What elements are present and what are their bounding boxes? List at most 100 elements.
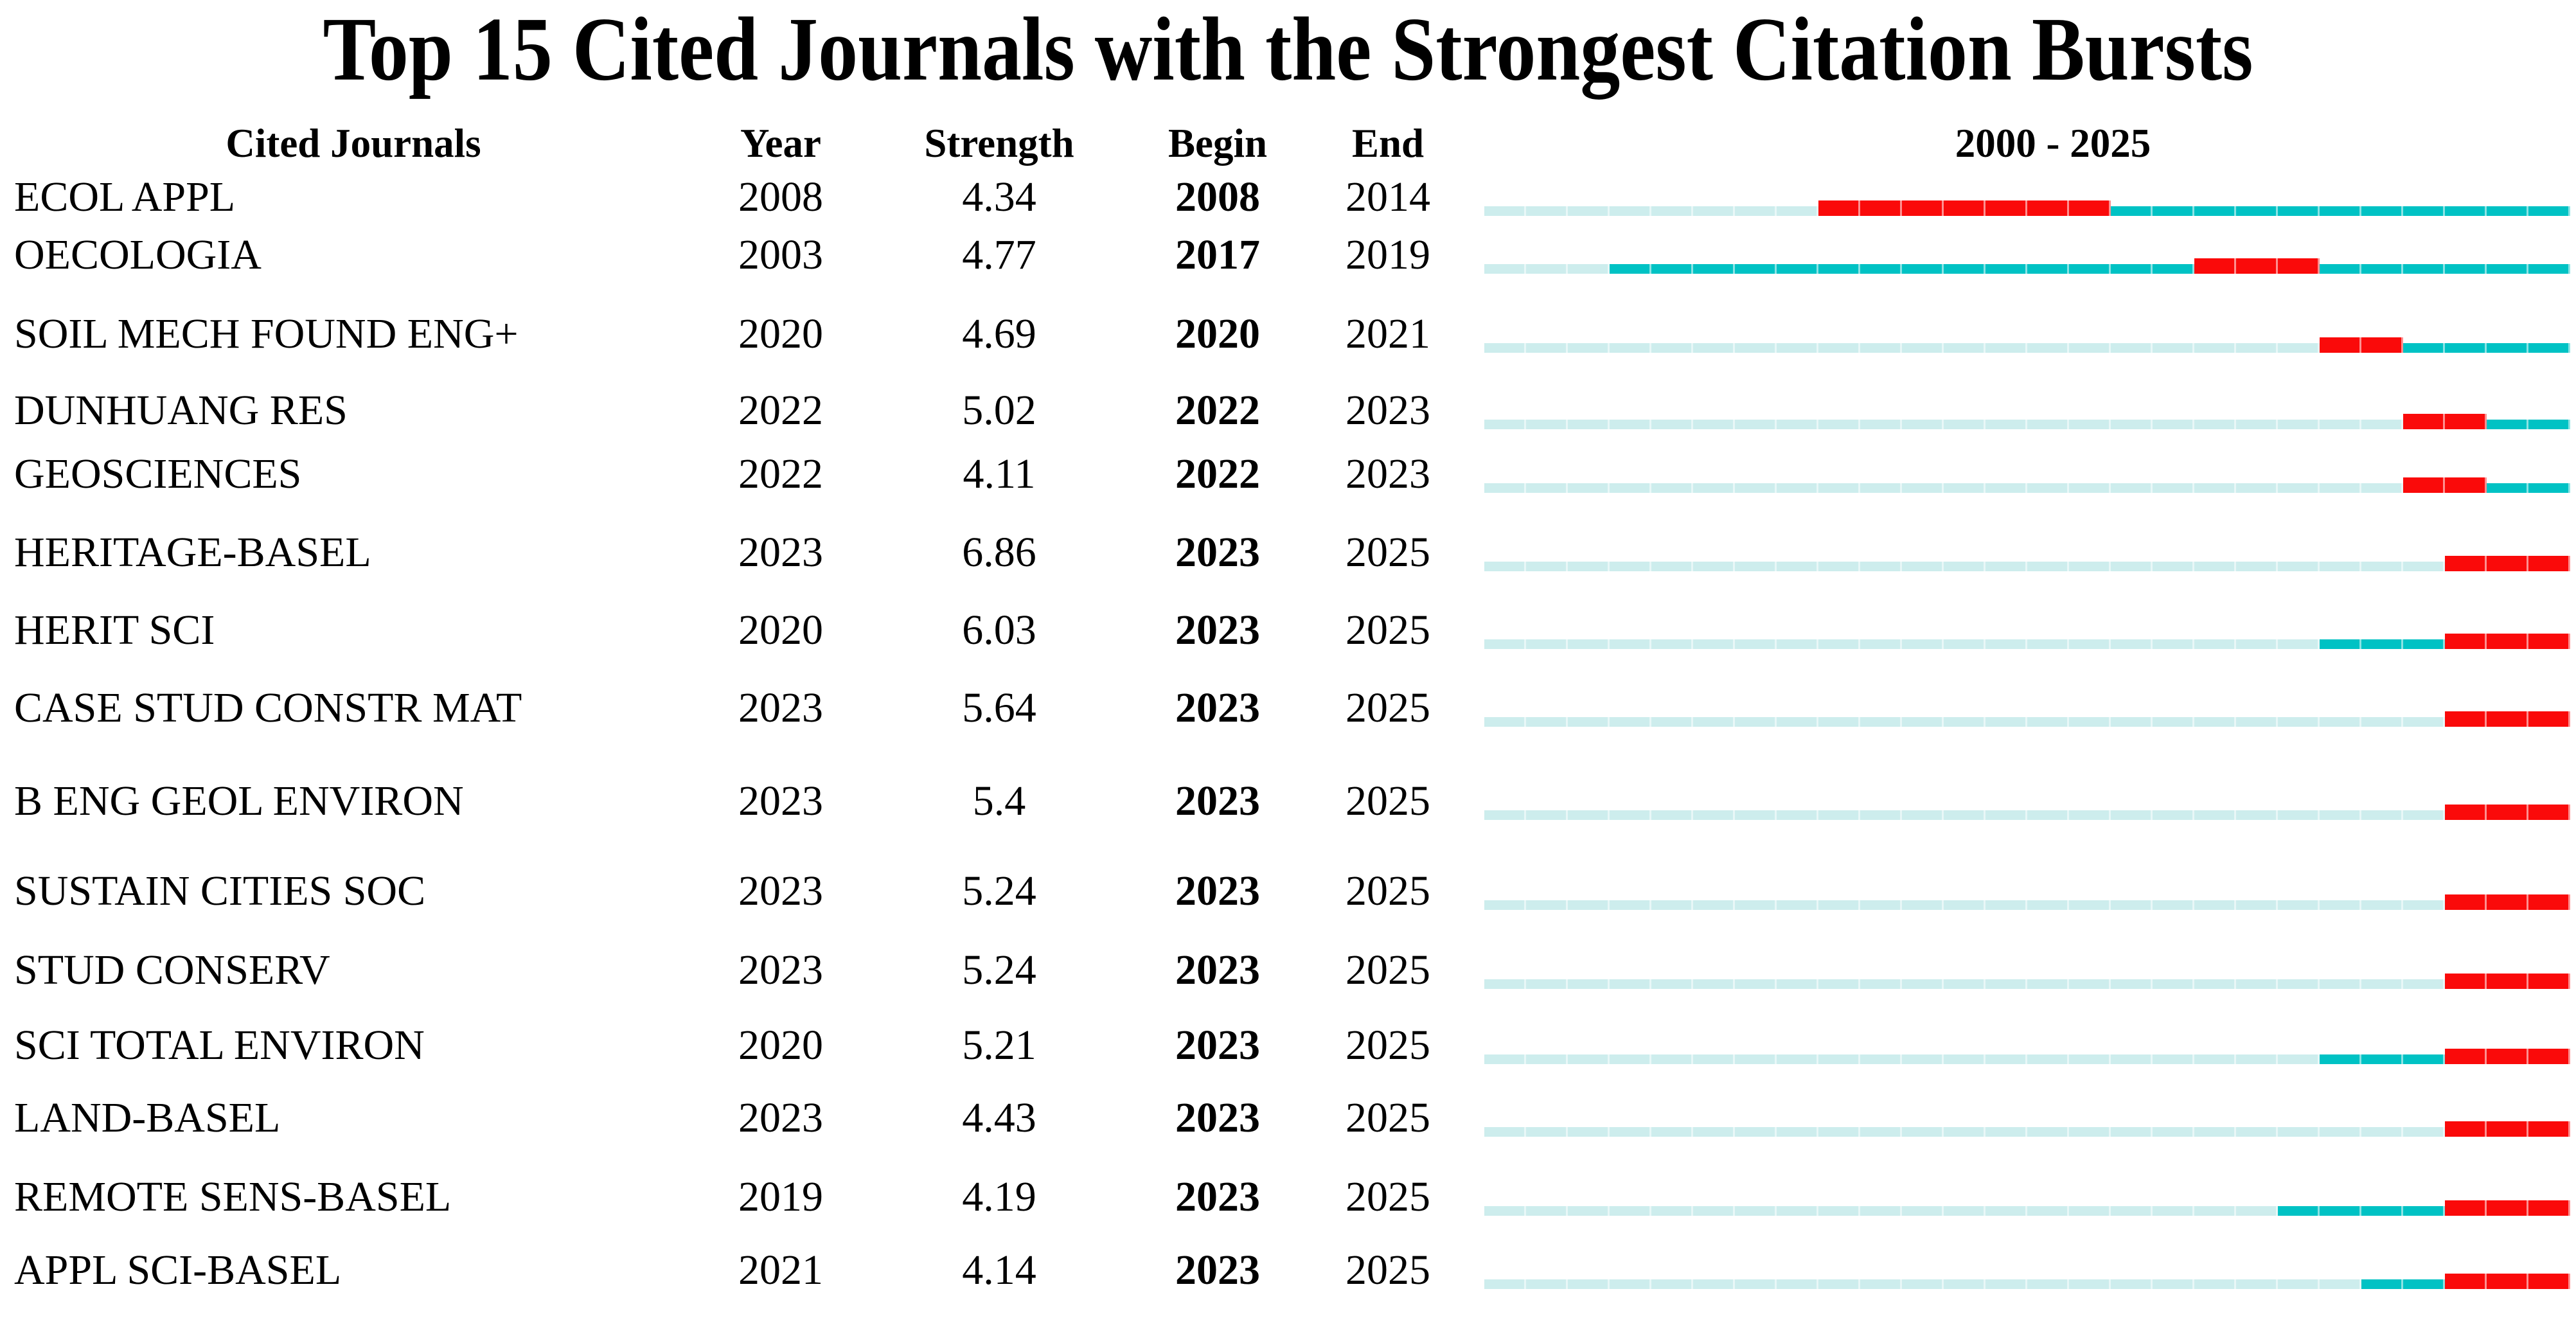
segment-active-before-burst <box>2320 639 2445 649</box>
end-cell: 2025 <box>1346 684 1430 731</box>
timeline-bar <box>1484 337 2570 353</box>
table-row: GEOSCIENCES 2022 4.11 2022 2023 <box>0 436 2576 513</box>
segment-burst <box>2445 1274 2570 1289</box>
timeline-cell <box>1484 700 2570 727</box>
segment-burst <box>1818 200 2111 216</box>
end-cell: 2023 <box>1346 387 1430 434</box>
year-cell: 2008 <box>738 173 823 220</box>
segment-pre-publication <box>1484 1206 2278 1216</box>
end-cell: 2025 <box>1346 529 1430 576</box>
segment-burst <box>2320 337 2403 353</box>
journal-name-cell: APPL SCI-BASEL <box>14 1247 342 1294</box>
timeline-cell <box>1484 1110 2570 1137</box>
strength-cell: 4.11 <box>963 450 1036 497</box>
segment-active-after-burst <box>2487 420 2570 429</box>
column-header-begin: Begin <box>1168 120 1268 166</box>
timeline-cell <box>1484 403 2570 429</box>
table-row: SOIL MECH FOUND ENG+ 2020 4.69 2020 2021 <box>0 296 2576 373</box>
end-cell: 2025 <box>1346 1022 1430 1069</box>
segment-pre-publication <box>1484 483 2403 493</box>
table-row: B ENG GEOL ENVIRON 2023 5.4 2023 2025 <box>0 763 2576 840</box>
segment-pre-publication <box>1484 717 2445 727</box>
segment-active-before-burst <box>2278 1206 2445 1216</box>
timeline-cell <box>1484 884 2570 910</box>
begin-cell: 2020 <box>1175 310 1260 357</box>
year-cell: 2023 <box>738 529 823 576</box>
begin-cell: 2023 <box>1175 607 1260 654</box>
timeline-bar <box>1484 414 2570 429</box>
end-cell: 2025 <box>1346 778 1430 824</box>
segment-pre-publication <box>1484 900 2445 910</box>
timeline-bar <box>1484 634 2570 649</box>
begin-cell: 2023 <box>1175 867 1260 914</box>
table-row: HERIT SCI 2020 6.03 2023 2025 <box>0 592 2576 669</box>
journal-name-cell: LAND-BASEL <box>14 1094 281 1141</box>
year-cell: 2020 <box>738 607 823 654</box>
segment-burst <box>2403 477 2487 493</box>
year-cell: 2020 <box>738 1022 823 1069</box>
begin-cell: 2022 <box>1175 387 1260 434</box>
journal-name-cell: DUNHUANG RES <box>14 387 348 434</box>
timeline-bar <box>1484 805 2570 820</box>
figure-title: Top 15 Cited Journals with the Strongest… <box>0 0 2576 100</box>
strength-cell: 5.24 <box>962 947 1036 993</box>
end-cell: 2023 <box>1346 450 1430 497</box>
begin-cell: 2023 <box>1175 1173 1260 1220</box>
end-cell: 2021 <box>1346 310 1430 357</box>
timeline-bar <box>1484 711 2570 727</box>
timeline-cell <box>1484 623 2570 649</box>
timeline-bar <box>1484 1121 2570 1137</box>
segment-active-before-burst <box>1610 264 2194 274</box>
segment-active-after-burst <box>2320 264 2570 274</box>
column-header-timeline-range: 2000 - 2025 <box>1955 120 2151 166</box>
journal-name-cell: B ENG GEOL ENVIRON <box>14 778 464 824</box>
year-cell: 2023 <box>738 947 823 993</box>
segment-burst <box>2445 974 2570 989</box>
segment-burst <box>2445 556 2570 571</box>
journal-name-cell: STUD CONSERV <box>14 947 330 993</box>
journal-name-cell: SOIL MECH FOUND ENG+ <box>14 310 519 357</box>
timeline-cell <box>1484 545 2570 571</box>
begin-cell: 2008 <box>1175 173 1260 220</box>
timeline-bar <box>1484 894 2570 910</box>
timeline-cell <box>1484 794 2570 820</box>
journal-name-cell: ECOL APPL <box>14 173 236 220</box>
begin-cell: 2023 <box>1175 778 1260 824</box>
end-cell: 2025 <box>1346 867 1430 914</box>
segment-burst <box>2445 1121 2570 1137</box>
timeline-cell <box>1484 326 2570 353</box>
table-row: OECOLOGIA 2003 4.77 2017 2019 <box>0 217 2576 294</box>
segment-pre-publication <box>1484 1127 2445 1137</box>
begin-cell: 2017 <box>1175 231 1260 278</box>
segment-burst <box>2445 1200 2570 1216</box>
segment-active-after-burst <box>2487 483 2570 493</box>
table-row: REMOTE SENS-BASEL 2019 4.19 2023 2025 <box>0 1159 2576 1236</box>
strength-cell: 4.43 <box>962 1094 1036 1141</box>
year-cell: 2023 <box>738 867 823 914</box>
year-cell: 2019 <box>738 1173 823 1220</box>
journal-name-cell: HERITAGE-BASEL <box>14 529 371 576</box>
segment-burst <box>2445 1049 2570 1064</box>
column-header-end: End <box>1351 120 1425 166</box>
timeline-bar <box>1484 974 2570 989</box>
segment-pre-publication <box>1484 1054 2320 1064</box>
table-row: APPL SCI-BASEL 2021 4.14 2023 2025 <box>0 1232 2576 1309</box>
year-cell: 2022 <box>738 387 823 434</box>
segment-burst <box>2445 894 2570 910</box>
end-cell: 2025 <box>1346 947 1430 993</box>
segment-pre-publication <box>1484 1279 2361 1289</box>
timeline-cell <box>1484 963 2570 989</box>
table-row: SUSTAIN CITIES SOC 2023 5.24 2023 2025 <box>0 853 2576 930</box>
end-cell: 2025 <box>1346 1094 1430 1141</box>
strength-cell: 5.64 <box>962 684 1036 731</box>
timeline-cell <box>1484 190 2570 216</box>
segment-active-after-burst <box>2111 206 2570 216</box>
timeline-cell <box>1484 247 2570 274</box>
table-row: CASE STUD CONSTR MAT 2023 5.64 2023 2025 <box>0 670 2576 747</box>
begin-cell: 2023 <box>1175 529 1260 576</box>
year-cell: 2023 <box>738 1094 823 1141</box>
journal-name-cell: HERIT SCI <box>14 607 215 654</box>
journal-name-cell: SCI TOTAL ENVIRON <box>14 1022 425 1069</box>
strength-cell: 4.19 <box>962 1173 1036 1220</box>
